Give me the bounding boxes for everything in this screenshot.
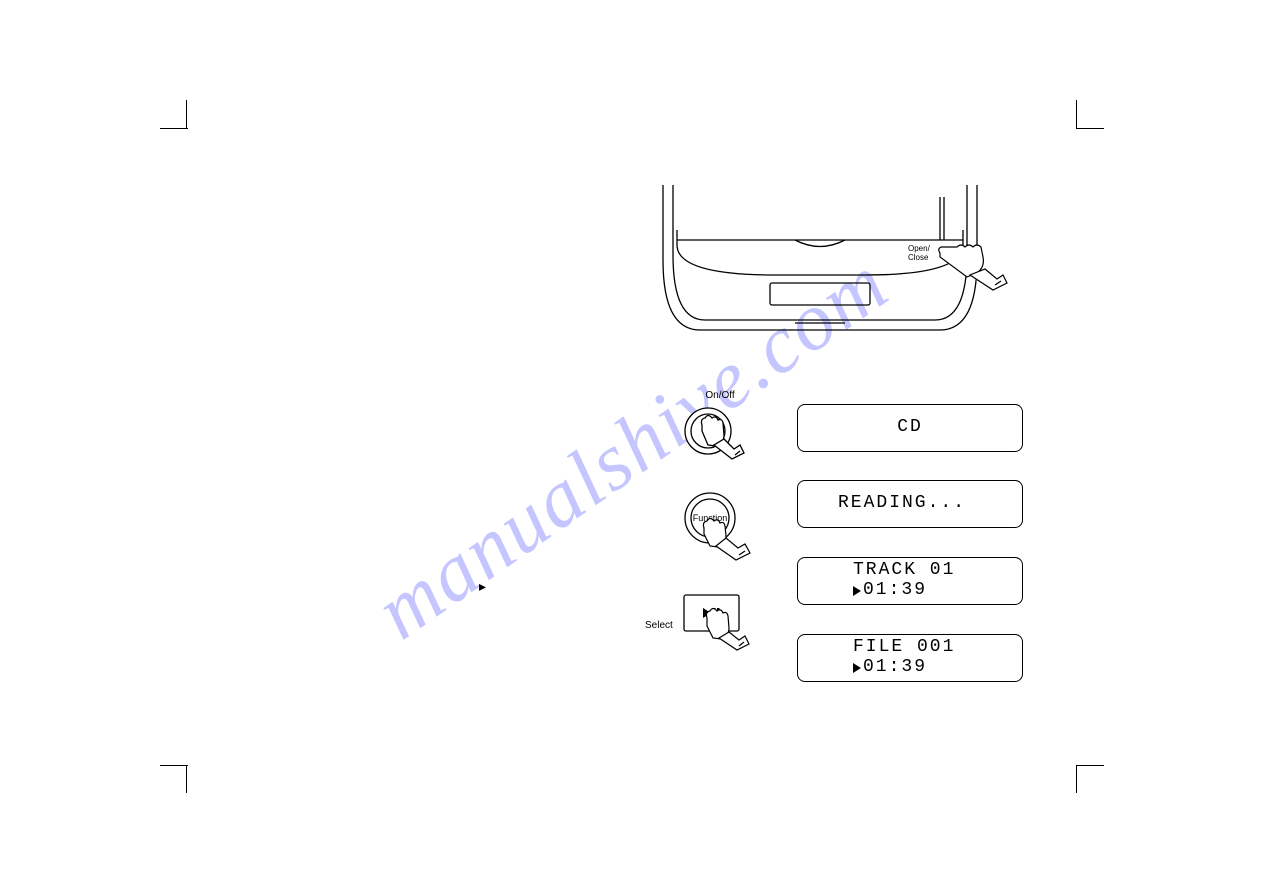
select-control: Select [645, 590, 764, 660]
lcd-display-cd: CD [797, 404, 1023, 452]
function-control: Function [680, 490, 770, 580]
onoff-button-icon[interactable] [680, 401, 760, 476]
crop-mark [160, 128, 188, 129]
function-button-icon[interactable]: Function [680, 490, 770, 575]
crop-mark [160, 765, 188, 766]
crop-mark [1076, 765, 1104, 766]
crop-mark [186, 100, 187, 128]
lcd-text-line2: 01:39 [853, 658, 1022, 678]
crop-mark [186, 765, 187, 793]
play-icon [853, 663, 861, 673]
lcd-text-line1: FILE 001 [853, 638, 1022, 658]
crop-mark [1076, 765, 1077, 793]
cursor-icon: ▸ [479, 578, 486, 595]
lcd-text: READING... [838, 494, 1022, 514]
open-close-label: Open/ Close [908, 244, 930, 262]
onoff-control: On/Off [680, 390, 760, 481]
lcd-text: CD [897, 418, 923, 438]
lcd-text-line2: 01:39 [853, 581, 1022, 601]
play-pause-button-icon[interactable] [679, 590, 764, 660]
select-label: Select [645, 620, 673, 631]
lcd-text-line1: TRACK 01 [853, 561, 1022, 581]
crop-mark [1076, 128, 1104, 129]
lcd-display-track: TRACK 01 01:39 [797, 557, 1023, 605]
lcd-display-file: FILE 001 01:39 [797, 634, 1023, 682]
onoff-label: On/Off [680, 390, 760, 401]
crop-mark [1076, 100, 1077, 128]
play-icon [853, 586, 861, 596]
hand-pointer-icon [935, 235, 1020, 295]
lcd-display-reading: READING... [797, 480, 1023, 528]
